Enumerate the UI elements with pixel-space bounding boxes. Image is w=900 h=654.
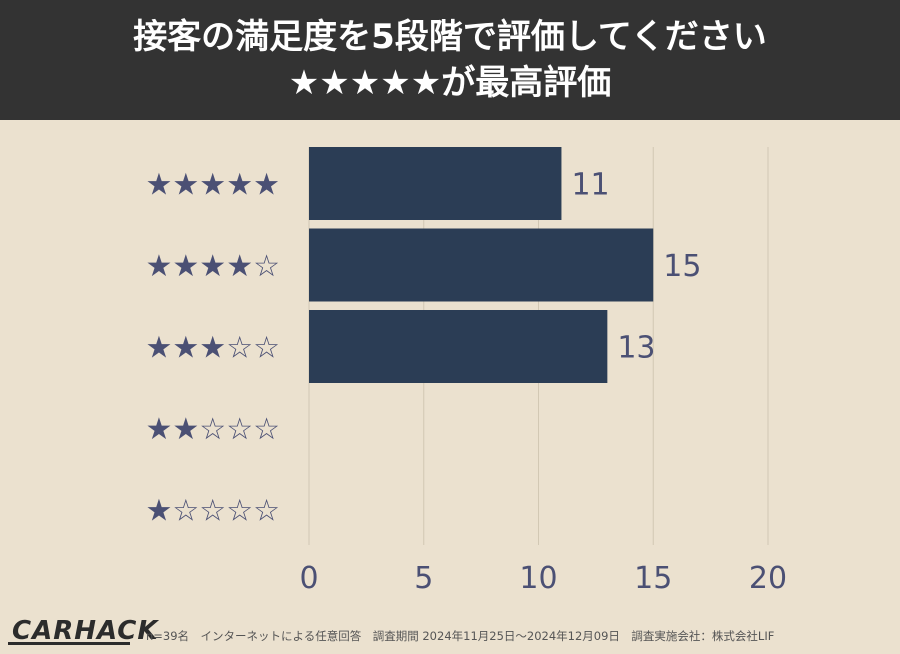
bar-value-label: 15 <box>663 249 701 284</box>
bar <box>309 228 654 302</box>
x-tick-label: 20 <box>749 561 787 596</box>
bar <box>309 147 562 220</box>
bar-value-label: 13 <box>617 331 655 366</box>
chart-title-line-2: ★★★★★が最高評価 <box>288 63 612 103</box>
y-category-label: ★★★☆☆ <box>146 331 280 366</box>
bar-chart: 0 5 10 15 20 11 ★★★★★ 15 ★★★★☆ 13 ★★★☆☆ ★★☆☆☆ ★☆☆☆☆ <box>0 120 900 620</box>
chart-title-banner: 接客の満足度を5段階で評価してください ★★★★★が最高評価 <box>0 0 900 120</box>
bar <box>309 310 608 383</box>
logo-underline <box>8 642 130 645</box>
y-category-label: ★★☆☆☆ <box>146 412 280 447</box>
x-tick-label: 10 <box>519 561 557 596</box>
x-tick-label: 5 <box>414 561 433 596</box>
y-category-label: ★☆☆☆☆ <box>146 494 280 529</box>
carhack-logo: CARHACK <box>12 616 159 646</box>
x-tick-label: 15 <box>634 561 672 596</box>
x-tick-label: 0 <box>299 561 318 596</box>
bar-value-label: 11 <box>571 168 609 203</box>
bar-chart-svg: 0 5 10 15 20 11 ★★★★★ 15 ★★★★☆ 13 ★★★☆☆ ★★☆☆☆ ★☆☆☆☆ <box>146 147 787 596</box>
footer: CARHACK n=39名 インターネットによる任意回答 調査期間 2024年1… <box>0 612 900 654</box>
y-category-label: ★★★★★ <box>146 168 280 203</box>
y-category-label: ★★★★☆ <box>146 249 280 284</box>
survey-footnote: n=39名 インターネットによる任意回答 調査期間 2024年11月25日〜20… <box>146 629 775 643</box>
chart-title-line-1: 接客の満足度を5段階で評価してください <box>133 17 767 57</box>
